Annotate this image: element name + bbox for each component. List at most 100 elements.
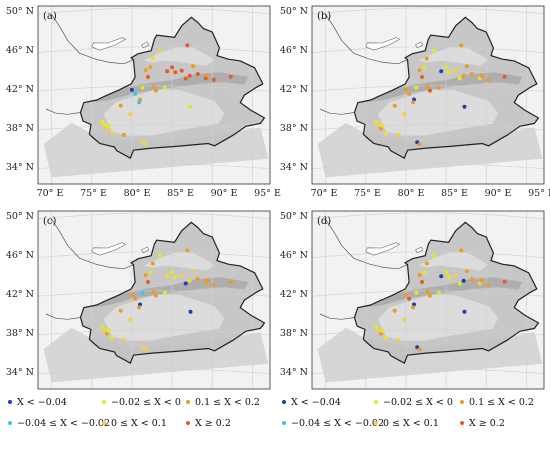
lon-tick-label: 80° E — [124, 188, 151, 199]
legend-item-0-01: 0 ≤ X < 0.1 — [374, 418, 439, 429]
lon-tick-label: 80° E — [398, 188, 425, 199]
station-marker — [439, 274, 444, 279]
station-marker — [151, 84, 156, 89]
panel-frame — [37, 5, 271, 185]
station-marker — [148, 270, 153, 275]
parallel-line — [312, 212, 544, 220]
lat-tick-label: 46° N — [280, 45, 308, 56]
panel-label: (a) — [43, 11, 57, 22]
station-marker — [395, 337, 400, 342]
station-marker — [383, 131, 388, 136]
lat-tick-label: 38° N — [6, 328, 34, 339]
lake-alakol — [415, 41, 424, 49]
station-marker — [185, 43, 190, 48]
station-marker — [179, 273, 184, 278]
station-marker — [407, 91, 412, 96]
station-marker — [447, 70, 452, 75]
station-marker — [444, 270, 449, 275]
station-marker — [464, 64, 469, 69]
station-marker — [128, 317, 133, 322]
station-marker — [407, 296, 412, 301]
tarim-basin — [377, 294, 499, 341]
station-marker — [403, 292, 408, 297]
panel-frame — [37, 210, 271, 390]
legend-text: −0.04 ≤ X < −0.02 — [291, 418, 384, 429]
map-panel-d: (d)50° N46° N42° N38° N34° N70° E75° E80… — [280, 210, 545, 390]
legend-item-ge02: X ≥ 0.2 — [460, 418, 505, 429]
station-marker — [392, 308, 397, 313]
legend-dot — [460, 399, 464, 404]
lon-tick-label: 70° E — [311, 188, 338, 199]
station-marker — [162, 290, 167, 295]
lake-alakol — [141, 246, 150, 254]
station-marker — [417, 142, 422, 147]
tianshan-terrain — [365, 277, 523, 308]
legend-text: 0 ≤ X < 0.1 — [111, 418, 167, 429]
station-marker — [469, 72, 474, 76]
xinjiang-border — [353, 16, 540, 159]
station-marker — [188, 309, 193, 314]
station-marker — [121, 132, 126, 137]
panel-label: (c) — [43, 216, 57, 227]
station-marker — [439, 69, 444, 74]
station-marker — [420, 280, 424, 284]
parallel-line — [38, 329, 270, 336]
lon-tick-label: 95° E — [528, 188, 550, 199]
station-marker — [422, 270, 427, 275]
station-marker — [133, 296, 138, 301]
station-marker — [392, 103, 397, 108]
station-marker — [148, 65, 153, 70]
station-marker — [143, 142, 148, 147]
station-marker — [146, 75, 150, 79]
station-marker — [102, 122, 107, 127]
station-marker — [185, 248, 190, 253]
station-marker — [461, 73, 466, 78]
station-marker — [420, 75, 424, 79]
station-marker — [100, 120, 105, 124]
legend-dot — [282, 420, 286, 425]
station-marker — [118, 103, 123, 108]
station-marker — [374, 325, 379, 329]
station-marker — [411, 100, 416, 105]
lat-tick-label: 42° N — [280, 289, 308, 300]
legend-text: X ≥ 0.2 — [195, 418, 231, 429]
panel-frame — [311, 5, 545, 185]
legend-text: −0.04 ≤ X < −0.02 — [17, 418, 110, 429]
station-marker — [447, 275, 452, 280]
station-marker — [102, 327, 107, 332]
map-panel-c: (c)50° N46° N42° N38° N34° N70° E75° E80… — [6, 210, 271, 390]
lake-balkhash — [365, 242, 401, 256]
lake-alakol — [141, 41, 150, 49]
station-marker — [211, 282, 216, 287]
lat-tick-label: 42° N — [6, 289, 34, 300]
legend-item-0-01: 0 ≤ X < 0.1 — [102, 418, 167, 429]
station-marker — [462, 104, 467, 109]
station-marker — [395, 132, 400, 137]
station-marker — [411, 305, 416, 310]
station-marker — [228, 74, 233, 79]
country-border — [319, 313, 355, 320]
station-marker — [143, 68, 148, 73]
station-marker — [211, 77, 216, 82]
xinjiang-border — [79, 221, 266, 364]
station-marker — [154, 88, 158, 93]
lat-tick-label: 46° N — [6, 45, 34, 56]
legend-dot — [186, 399, 190, 404]
parallel-line — [38, 163, 270, 169]
legend-dot — [374, 399, 378, 404]
lat-tick-label: 34° N — [280, 367, 308, 378]
station-marker — [140, 290, 145, 295]
country-border — [45, 313, 81, 320]
station-marker — [469, 277, 474, 281]
station-marker — [151, 289, 156, 294]
lat-tick-label: 46° N — [6, 250, 34, 261]
station-marker — [432, 253, 436, 258]
station-marker — [417, 273, 422, 278]
station-marker — [106, 123, 111, 128]
lake-alakol — [415, 246, 424, 254]
station-marker — [187, 278, 192, 283]
parallel-line — [312, 368, 544, 374]
country-border — [325, 14, 408, 65]
station-marker — [502, 74, 507, 79]
station-marker — [106, 328, 111, 333]
